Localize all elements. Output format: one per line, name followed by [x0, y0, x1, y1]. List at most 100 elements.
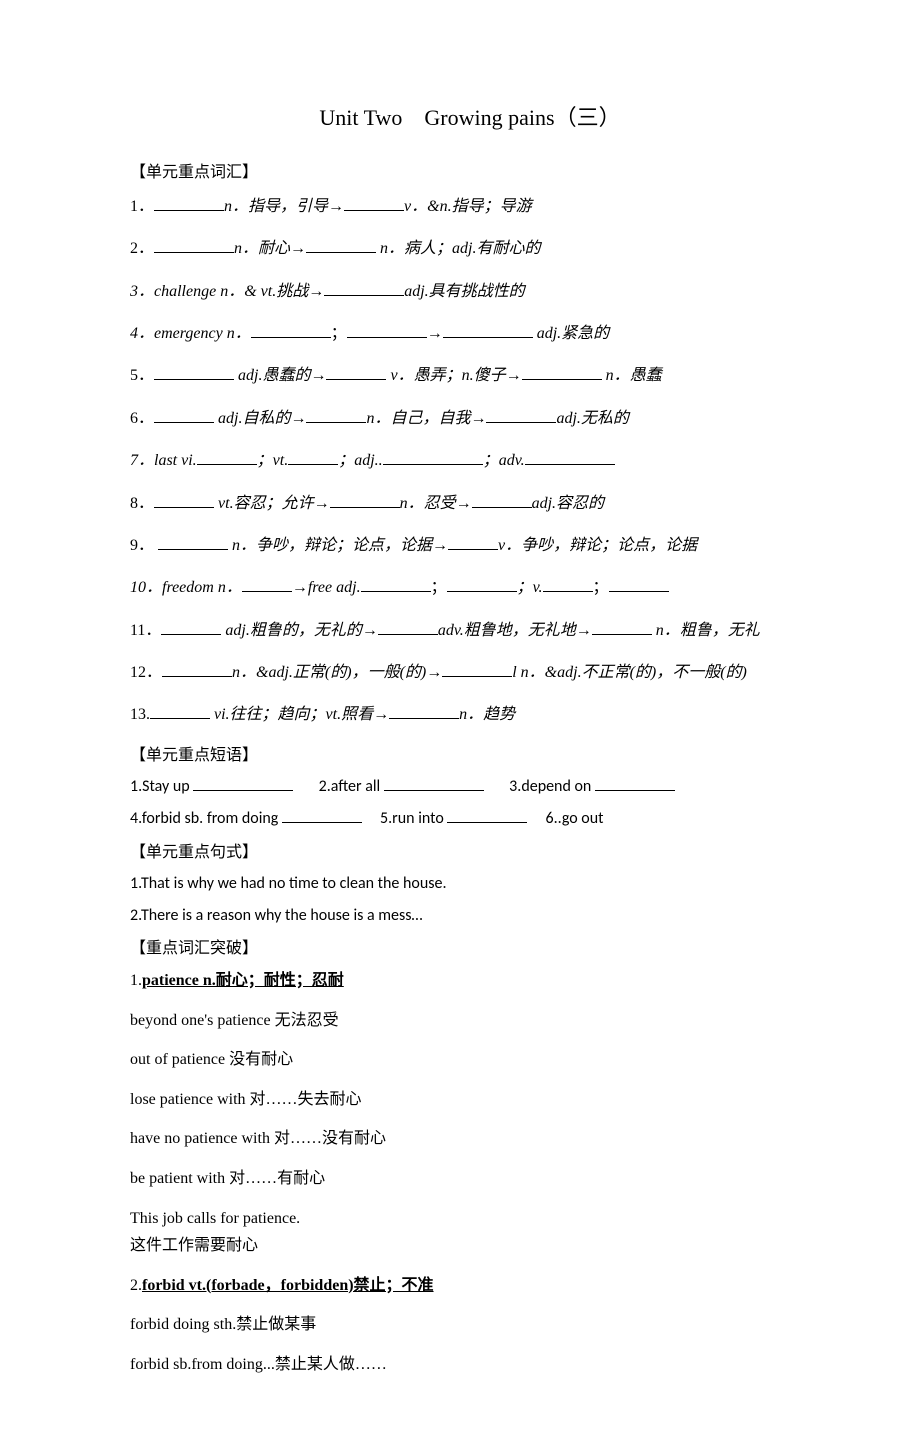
- text: v．争吵，辩论；论点，论据: [498, 537, 697, 554]
- breakthrough-2-line: forbid doing sth.禁止做某事: [130, 1312, 810, 1338]
- breakthrough-1-line: 这件工作需要耐心: [130, 1233, 810, 1259]
- vocab-item-1: 1． n．指导，引导→ v．&n.指导；导游: [130, 192, 810, 222]
- blank: [282, 807, 362, 823]
- breakthrough-1-line: out of patience 没有耐心: [130, 1047, 810, 1073]
- text: ；adj..: [338, 452, 382, 469]
- blank: [161, 619, 221, 635]
- text: 5．: [130, 367, 154, 384]
- text: 3．challenge n．& vt.挑战→: [130, 283, 324, 300]
- blank: [543, 576, 593, 592]
- text: 1．: [130, 198, 154, 215]
- text: n．争吵，辩论；论点，论据→: [228, 537, 448, 554]
- blank: [525, 449, 615, 465]
- blank: [162, 661, 232, 677]
- text: 7．last vi.: [130, 452, 197, 469]
- blank: [154, 237, 234, 253]
- text: 11．: [130, 622, 161, 639]
- text: adv.粗鲁地，无礼地→: [438, 622, 592, 639]
- text: ；adv.: [483, 452, 525, 469]
- blank: [197, 449, 257, 465]
- vocab-item-4: 4．emergency n． ； → adj.紧急的: [130, 319, 810, 349]
- blank: [522, 364, 602, 380]
- phrase: 6..go out: [545, 809, 603, 828]
- text: n．耐心→: [234, 240, 306, 257]
- blank: [472, 492, 532, 508]
- breakthrough-section-header: 【重点词汇突破】: [130, 936, 810, 962]
- blank: [288, 449, 338, 465]
- phrase: 5.run into: [380, 809, 447, 828]
- blank: [154, 195, 224, 211]
- text: n．病人；adj.有耐心的: [376, 240, 540, 257]
- text: 9．: [130, 537, 158, 554]
- blank: [384, 775, 484, 791]
- text: v．愚弄；n.傻子→: [386, 367, 521, 384]
- blank: [242, 576, 292, 592]
- blank: [595, 775, 675, 791]
- breakthrough-1-line: be patient with 对……有耐心: [130, 1166, 810, 1192]
- blank: [154, 364, 234, 380]
- text: n．忍受→: [400, 495, 472, 512]
- vocab-item-6: 6． adj.自私的→n．自己，自我→adj.无私的: [130, 404, 810, 434]
- blank: [326, 364, 386, 380]
- label: 2.: [130, 1277, 142, 1294]
- text: 4．emergency n．: [130, 325, 251, 342]
- blank: [486, 407, 556, 423]
- text: →free adj.: [292, 579, 361, 596]
- breakthrough-1-line: lose patience with 对……失去耐心: [130, 1087, 810, 1113]
- text: vi.往往；趋向；vt.照看→: [210, 706, 389, 723]
- blank: [378, 619, 438, 635]
- text: 12．: [130, 664, 162, 681]
- vocab-item-9: 9． n．争吵，辩论；论点，论据→ v．争吵，辩论；论点，论据: [130, 531, 810, 561]
- text: →: [427, 325, 443, 342]
- text: n．趋势: [459, 706, 515, 723]
- vocab-item-10: 10．freedom n．→free adj.；；v.；: [130, 573, 810, 603]
- phrase-row-2: 4.forbid sb. from doing 5.run into 6..go…: [130, 806, 810, 832]
- text: adj.自私的→: [214, 410, 306, 427]
- text: 6．: [130, 410, 154, 427]
- text: adj.无私的: [556, 410, 628, 427]
- vocab-item-13: 13. vi.往往；趋向；vt.照看→ n．趋势: [130, 700, 810, 730]
- phrase: 3.depend on: [509, 777, 595, 796]
- text: vt.容忍；允许→: [214, 495, 330, 512]
- text: 10．freedom n．: [130, 579, 242, 596]
- text: n．粗鲁，无礼: [652, 622, 760, 639]
- blank: [389, 703, 459, 719]
- blank: [193, 775, 293, 791]
- text: adj.容忍的: [532, 495, 604, 512]
- phrase: 2.after all: [319, 777, 384, 796]
- phrase: 4.forbid sb. from doing: [130, 809, 282, 828]
- blank: [609, 576, 669, 592]
- sentences-section-header: 【单元重点句式】: [130, 840, 810, 866]
- blank: [306, 237, 376, 253]
- text: n．指导，引导→: [224, 198, 344, 215]
- text: 2．: [130, 240, 154, 257]
- blank: [330, 492, 400, 508]
- page-title: Unit Two Growing pains（三）: [130, 100, 810, 135]
- text: ；vt.: [257, 452, 289, 469]
- vocab-item-3: 3．challenge n．& vt.挑战→adj.具有挑战性的: [130, 277, 810, 307]
- blank: [592, 619, 652, 635]
- breakthrough-1-head: 1.patience n.耐心；耐性；忍耐: [130, 968, 810, 994]
- blank: [447, 807, 527, 823]
- text: n．&adj.正常(的)，一般(的)→: [232, 664, 442, 681]
- head: patience n.耐心；耐性；忍耐: [142, 972, 344, 989]
- text: v．&n.指导；导游: [404, 198, 532, 215]
- text: ；: [593, 579, 609, 596]
- text: ；: [331, 325, 347, 342]
- vocab-item-12: 12．n．&adj.正常(的)，一般(的)→l n．&adj.不正常(的)，不一…: [130, 658, 810, 688]
- breakthrough-1-line: This job calls for patience.: [130, 1206, 810, 1232]
- text: 13.: [130, 706, 150, 723]
- blank: [443, 322, 533, 338]
- label: 1.: [130, 972, 142, 989]
- text: adj.紧急的: [533, 325, 609, 342]
- blank: [154, 492, 214, 508]
- blank: [158, 534, 228, 550]
- phrase: 1.Stay up: [130, 777, 193, 796]
- blank: [347, 322, 427, 338]
- vocab-section-header: 【单元重点词汇】: [130, 160, 810, 186]
- blank: [150, 703, 210, 719]
- vocab-item-8: 8． vt.容忍；允许→n．忍受→adj.容忍的: [130, 489, 810, 519]
- blank: [306, 407, 366, 423]
- head: forbid vt.(forbade，forbidden)禁止；不准: [142, 1277, 434, 1294]
- text: n．愚蠢: [602, 367, 662, 384]
